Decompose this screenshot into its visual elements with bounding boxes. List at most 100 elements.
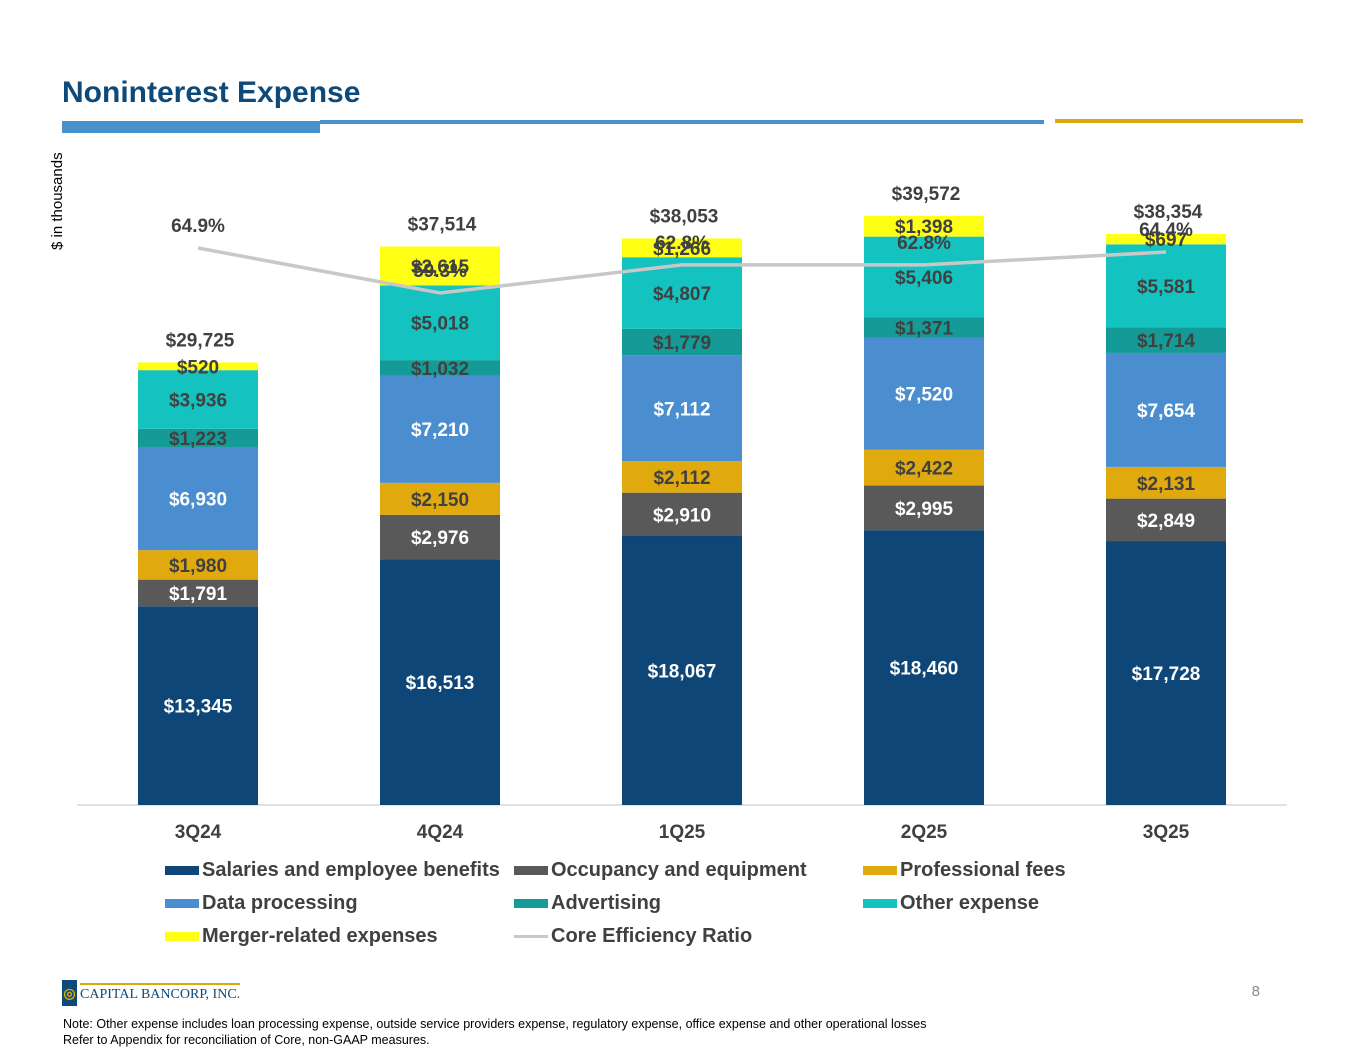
bar-segment [380, 514, 500, 560]
data-label: $697 [1145, 230, 1187, 251]
data-label: $2,422 [895, 459, 953, 480]
page-number: 8 [1251, 983, 1260, 1000]
footnote-line: Refer to Appendix for reconciliation of … [63, 1033, 430, 1047]
legend-label: Salaries and employee benefits [202, 858, 500, 881]
bar-segment [622, 492, 742, 537]
data-label: $1,791 [169, 584, 228, 605]
efficiency-ratio-label: 62.8% [897, 233, 951, 254]
bar-segment [864, 530, 984, 805]
legend-color-swatch [514, 865, 548, 875]
bar-segment [622, 536, 742, 805]
data-label: $13,345 [164, 697, 233, 718]
legend-color-swatch [863, 865, 897, 875]
bar-segment [1106, 244, 1226, 328]
bar-segment [1106, 352, 1226, 467]
legend-label: Core Efficiency Ratio [551, 924, 753, 947]
data-label: $2,849 [1137, 511, 1195, 532]
x-tick-label: 3Q25 [1143, 822, 1190, 843]
data-label: $7,520 [895, 385, 953, 406]
data-label: $5,018 [411, 314, 469, 335]
bar-segment [138, 606, 258, 805]
bar-segment [138, 428, 258, 447]
bar-segment [1106, 233, 1226, 245]
data-label: $5,581 [1137, 277, 1196, 298]
bar-segment [380, 246, 500, 286]
bar-segment [138, 362, 258, 371]
data-label: $1,779 [653, 333, 711, 354]
efficiency-ratio-label: 64.4% [1139, 220, 1193, 241]
legend-item: Professional fees [863, 857, 1066, 883]
data-label: $2,150 [411, 490, 469, 511]
legend-item: Occupancy and equipment [514, 857, 807, 883]
bar-segment [138, 550, 258, 580]
data-label: $18,460 [890, 659, 959, 680]
data-label: $1,714 [1137, 331, 1196, 352]
legend-label: Professional fees [900, 858, 1066, 881]
data-label: $1,371 [895, 318, 954, 339]
bar-segment [380, 559, 500, 805]
data-label: $2,112 [653, 468, 710, 489]
x-tick-label: 1Q25 [659, 822, 706, 843]
legend-color-swatch [514, 898, 548, 908]
data-label: $1,398 [895, 217, 953, 238]
title-rule-blue [320, 120, 1044, 124]
data-label: $17,728 [1132, 664, 1201, 685]
bar-segment [1106, 498, 1226, 542]
footnote: Note: Other expense includes loan proces… [63, 1016, 927, 1048]
efficiency-ratio-label: 59.3% [413, 261, 467, 282]
bar-segment [1106, 466, 1226, 499]
legend-item: Advertising [514, 890, 661, 916]
total-label: $29,725 [166, 330, 235, 351]
data-label: $4,807 [653, 284, 711, 305]
x-tick-label: 2Q25 [901, 822, 948, 843]
data-label: $7,210 [411, 420, 469, 441]
efficiency-ratio-label: 62.8% [655, 233, 709, 254]
bar-segment [138, 579, 258, 607]
data-label: $7,112 [653, 399, 710, 420]
bar-segment [1106, 541, 1226, 805]
bar-segment [622, 355, 742, 462]
logo-text: CAPITAL BANCORP, INC. [80, 983, 241, 1003]
data-label: $520 [177, 357, 219, 378]
data-label: $7,654 [1137, 401, 1196, 422]
legend-item: Data processing [165, 890, 358, 916]
legend-item: Other expense [863, 890, 1039, 916]
title-accent-bar [62, 121, 320, 133]
page-title: Noninterest Expense [62, 76, 361, 109]
bar-segment [864, 236, 984, 318]
total-label: $39,572 [892, 184, 961, 205]
data-label: $1,223 [169, 429, 227, 450]
data-label: $6,930 [169, 490, 227, 511]
bar-segment [380, 482, 500, 515]
legend-item: Merger-related expenses [165, 923, 438, 949]
legend-label: Occupancy and equipment [551, 858, 807, 881]
data-label: $18,067 [648, 662, 717, 683]
total-label: $38,354 [1134, 202, 1203, 223]
legend-label: Data processing [202, 891, 358, 914]
data-label: $1,980 [169, 556, 227, 577]
data-label: $1,032 [411, 359, 469, 380]
x-tick-label: 4Q24 [417, 822, 464, 843]
bar-segment [1106, 327, 1226, 353]
legend-color-swatch [863, 898, 897, 908]
x-tick-label: 3Q24 [175, 822, 222, 843]
bar-segment [622, 461, 742, 493]
company-logo: ◎ CAPITAL BANCORP, INC. [62, 980, 241, 1006]
bar-segment [622, 328, 742, 356]
bar-segment [380, 285, 500, 361]
data-label: $2,615 [411, 257, 470, 278]
legend-label: Advertising [551, 891, 662, 914]
bar-segment [864, 485, 984, 531]
total-label: $38,053 [650, 206, 719, 227]
bar-segment [864, 317, 984, 338]
bar-segment [138, 446, 258, 551]
data-label: $3,936 [169, 390, 227, 411]
total-label: $37,514 [408, 214, 477, 235]
efficiency-ratio-line [197, 246, 1167, 295]
legend-label: Merger-related expenses [202, 924, 438, 947]
efficiency-ratio-label: 64.9% [171, 216, 225, 237]
logo-mark-icon: ◎ [62, 980, 77, 1006]
legend-color-swatch [165, 931, 199, 941]
bar-segment [864, 215, 984, 237]
